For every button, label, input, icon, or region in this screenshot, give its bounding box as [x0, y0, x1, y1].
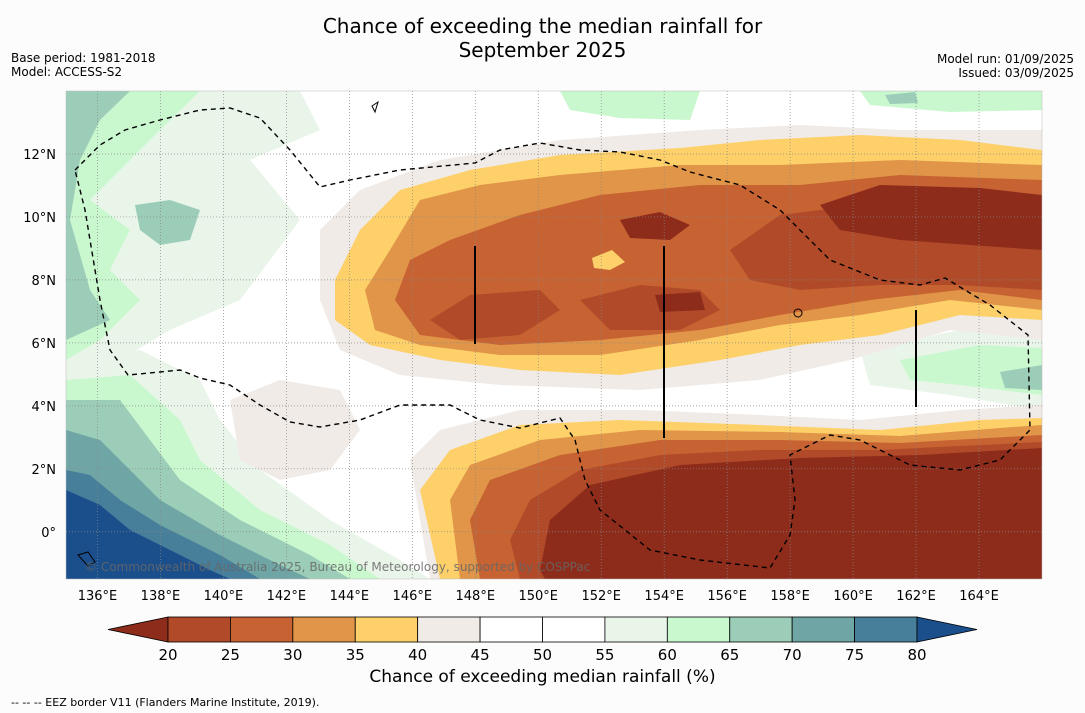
lon-tick-label: 160°E: [833, 589, 873, 604]
drier-patch-west-45: [230, 380, 360, 480]
colorbar-low-extension: [107, 616, 169, 643]
longitude-labels: 136°E 138°E 140°E 142°E 144°E 146°E 148°E 150°E…: [78, 589, 999, 604]
lon-tick-label: 150°E: [518, 589, 558, 604]
lon-tick-label: 164°E: [959, 589, 999, 604]
model-run-text: Model run: 01/09/2025: [936, 52, 1074, 66]
colorbar-segment: [354, 616, 419, 643]
lon-tick-label: 158°E: [770, 589, 810, 604]
eez-border-palau-fsm: [74, 107, 1031, 569]
colorbar-segment: [791, 616, 855, 643]
lon-tick-label: 144°E: [330, 589, 370, 604]
colorbar-tick-label: 80: [907, 646, 926, 664]
lat-tick-label: 10°N: [23, 211, 56, 226]
map-frame: [65, 90, 1043, 580]
colorbar-tick-label: 70: [783, 646, 802, 664]
issued-text: Issued: 03/09/2025: [958, 66, 1074, 80]
title-line-1: Chance of exceeding the median rainfall …: [322, 14, 763, 38]
wetter-region-ne-top-dark: [885, 92, 918, 104]
lat-tick-label: 0°: [41, 526, 56, 541]
model-info: Base period: 1981-2018 Model: ACCESS-S2: [11, 51, 156, 79]
colorbar-segment: [292, 616, 356, 643]
colorbar-segment: [167, 616, 231, 643]
colorbar-tick-label: 45: [471, 646, 490, 664]
wetter-region-sw-85: [66, 490, 230, 579]
model-text: Model: ACCESS-S2: [11, 65, 123, 79]
drier-region-south-20: [540, 448, 1042, 579]
lon-tick-label: 140°E: [204, 589, 244, 604]
wetter-region-central-island: [135, 200, 200, 245]
drier-region-north-25b: [430, 290, 560, 340]
lon-tick-label: 152°E: [581, 589, 621, 604]
colorbar-segment: [542, 616, 606, 643]
lon-tick-label: 136°E: [78, 589, 118, 604]
lat-tick-label: 2°N: [32, 463, 57, 478]
latitude-labels: 12°N 10°N 8°N 6°N 4°N 2°N 0°: [23, 148, 56, 541]
island-3: [77, 551, 96, 567]
title-line-2: September 2025: [458, 38, 627, 62]
colorbar-segment: [230, 616, 294, 643]
lat-tick-label: 4°N: [32, 400, 57, 415]
lon-tick-label: 142°E: [267, 589, 307, 604]
lon-tick-label: 162°E: [896, 589, 936, 604]
colorbar-segment: [417, 616, 481, 643]
colorbar-tick-label: 75: [845, 646, 864, 664]
drier-spot-north-40: [592, 250, 625, 270]
eez-borders: [74, 107, 1031, 569]
wetter-region-nw-65: [66, 91, 130, 340]
colorbar-high-extension: [916, 616, 978, 643]
colorbar-tick-label: 20: [158, 646, 177, 664]
colorbar-segment: [666, 616, 731, 643]
colorbar-segment: [604, 616, 668, 643]
lat-tick-label: 8°N: [32, 274, 57, 289]
lon-tick-label: 154°E: [644, 589, 684, 604]
colorbar-tick-label: 50: [533, 646, 552, 664]
copyright-watermark: © Commonwealth of Australia 2025, Bureau…: [85, 560, 590, 574]
colorbar-tick-label: 40: [408, 646, 427, 664]
map-plot-area: © Commonwealth of Australia 2025, Bureau…: [66, 91, 1042, 579]
drier-region-north-20c: [620, 212, 690, 240]
colorbar-segment: [479, 616, 543, 643]
colorbar-tick-label: 35: [346, 646, 365, 664]
islands: [77, 100, 803, 567]
wetter-region-east-70: [1000, 365, 1042, 390]
lon-tick-label: 146°E: [393, 589, 433, 604]
map-title: Chance of exceeding the median rainfall …: [0, 14, 1085, 62]
wetter-region-nw-60: [66, 91, 200, 360]
lat-tick-label: 6°N: [32, 337, 57, 352]
lon-tick-label: 156°E: [707, 589, 747, 604]
eez-footnote: -- -- -- EEZ border V11 (Flanders Marine…: [11, 696, 320, 709]
colorbar-tick-label: 30: [283, 646, 302, 664]
run-info: Model run: 01/09/2025 Issued: 03/09/2025: [937, 52, 1074, 80]
island-2: [793, 308, 803, 318]
lat-tick-label: 12°N: [23, 148, 56, 163]
lon-tick-label: 138°E: [141, 589, 181, 604]
colorbar-segment: [854, 616, 918, 643]
colorbar-tick-label: 25: [221, 646, 240, 664]
meridian-markers: [474, 246, 917, 438]
drier-region-north-20: [820, 185, 1042, 250]
colorbar-label: Chance of exceeding median rainfall (%): [369, 667, 716, 687]
wetter-region-north-top: [560, 91, 700, 120]
colorbar-tick-label: 55: [595, 646, 614, 664]
base-period-text: Base period: 1981-2018: [11, 51, 156, 65]
lon-tick-label: 148°E: [456, 589, 496, 604]
colorbar: 20 25 30 35 40 45 50 55 60 65 70 75 80: [107, 616, 978, 664]
colorbar-segment: [729, 616, 793, 643]
colorbar-tick-label: 65: [720, 646, 739, 664]
island-1: [371, 100, 379, 114]
colorbar-tick-label: 60: [658, 646, 677, 664]
drier-region-north-20b: [655, 292, 705, 312]
